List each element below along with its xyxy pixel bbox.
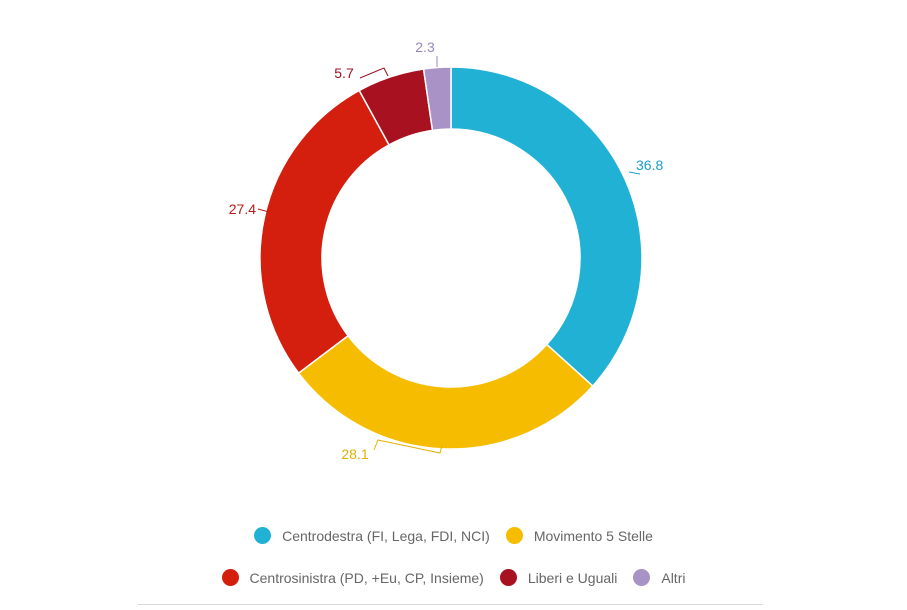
leader-line-centrosinistra (257, 208, 270, 213)
donut-chart: 36.8 28.1 27.4 5.7 2.3 (229, 39, 664, 462)
data-label-centrodestra: 36.8 (636, 157, 663, 173)
donut-slice-centrodestra[interactable] (450, 66, 643, 388)
legend-swatch-centrosinistra (221, 569, 239, 586)
legend-swatch-centrodestra (254, 527, 272, 544)
data-label-altri: 2.3 (415, 39, 435, 55)
data-label-movimento-5-stelle: 28.1 (341, 446, 368, 462)
legend-label-movimento-5-stelle: Movimento 5 Stelle (533, 527, 653, 544)
legend-label-liberi-e-uguali: Liberi e Uguali (527, 569, 618, 586)
legend-swatch-movimento-5-stelle (505, 527, 523, 544)
legend-label-centrosinistra: Centrosinistra (PD, +Eu, CP, Insieme) (249, 569, 484, 586)
legend-item-movimento-5-stelle[interactable]: Movimento 5 Stelle (505, 527, 653, 544)
legend-swatch-altri (633, 569, 651, 586)
legend-row-1: Centrodestra (FI, Lega, FDI, NCI) Movime… (0, 527, 907, 544)
leader-lines-layer (257, 56, 641, 454)
legend-item-centrodestra[interactable]: Centrodestra (FI, Lega, FDI, NCI) (254, 527, 490, 544)
legend-item-liberi-e-uguali[interactable]: Liberi e Uguali (499, 569, 618, 586)
data-label-centrosinistra: 27.4 (229, 201, 256, 217)
data-label-liberi-e-uguali: 5.7 (334, 65, 354, 81)
data-labels-layer: 36.8 28.1 27.4 5.7 2.3 (229, 39, 664, 462)
legend-item-centrosinistra[interactable]: Centrosinistra (PD, +Eu, CP, Insieme) (221, 569, 484, 586)
legend-swatch-liberi-e-uguali (499, 569, 517, 586)
legend-label-altri: Altri (661, 569, 686, 586)
bottom-divider (138, 604, 763, 605)
legend-row-2: Centrosinistra (PD, +Eu, CP, Insieme) Li… (0, 569, 907, 586)
donut-slice-movimento-5-stelle[interactable] (297, 334, 594, 450)
donut-slice-centrosinistra[interactable] (259, 89, 391, 375)
slices-layer (259, 66, 643, 450)
leader-line-movimento-5-stelle (373, 439, 443, 454)
legend-label-centrodestra: Centrodestra (FI, Lega, FDI, NCI) (282, 527, 490, 544)
leader-line-liberi-e-uguali (359, 67, 389, 79)
donut-slice-altri[interactable] (422, 66, 452, 132)
legend-item-altri[interactable]: Altri (633, 569, 685, 586)
leader-line-centrodestra (628, 171, 641, 175)
